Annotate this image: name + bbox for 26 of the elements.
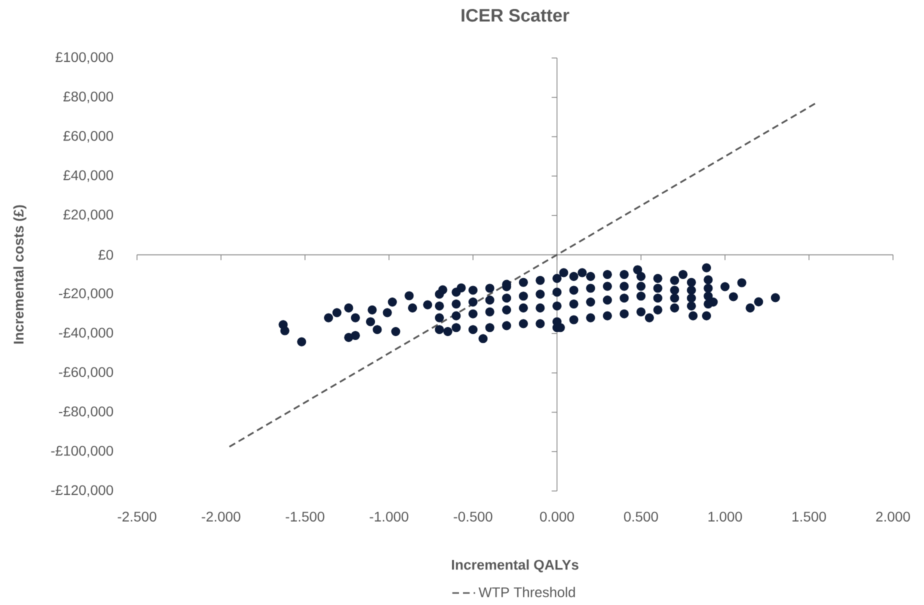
y-axis-title: Incremental costs (£) [13, 205, 26, 344]
y-tick-label: £20,000 [63, 210, 114, 222]
x-tick-label: 0.000 [540, 512, 574, 522]
x-tick-label: -1.500 [286, 512, 324, 522]
y-tick-label: -£80,000 [58, 406, 114, 418]
y-tick-label: -£100,000 [51, 446, 114, 458]
y-tick-label: -£20,000 [58, 288, 114, 300]
y-tick-label: £80,000 [63, 92, 114, 104]
x-tick-label: 1.000 [708, 512, 742, 522]
x-tick-label: -2.500 [118, 512, 156, 522]
x-tick-label: 1.500 [792, 512, 826, 522]
x-tick-label: -0.500 [454, 512, 492, 522]
y-tick-label: -£40,000 [58, 328, 114, 340]
y-tick-label: £0 [98, 250, 114, 260]
y-tick-label: £60,000 [63, 130, 114, 143]
x-tick-label: -2.000 [202, 512, 240, 522]
y-tick-label: -£120,000 [51, 485, 114, 497]
y-tick-label: £100,000 [56, 52, 114, 64]
x-tick-label: 0.500 [624, 512, 658, 522]
x-axis-title: Incremental QALYs [452, 559, 578, 572]
chart-title: ICER Scatter [462, 8, 570, 22]
x-tick-label: -1.000 [370, 512, 408, 522]
y-tick-label: £40,000 [63, 170, 114, 182]
y-tick-label: -£60,000 [58, 367, 114, 379]
x-tick-label: 2.000 [876, 512, 910, 522]
legend-label: WTP Threshold [478, 586, 575, 598]
